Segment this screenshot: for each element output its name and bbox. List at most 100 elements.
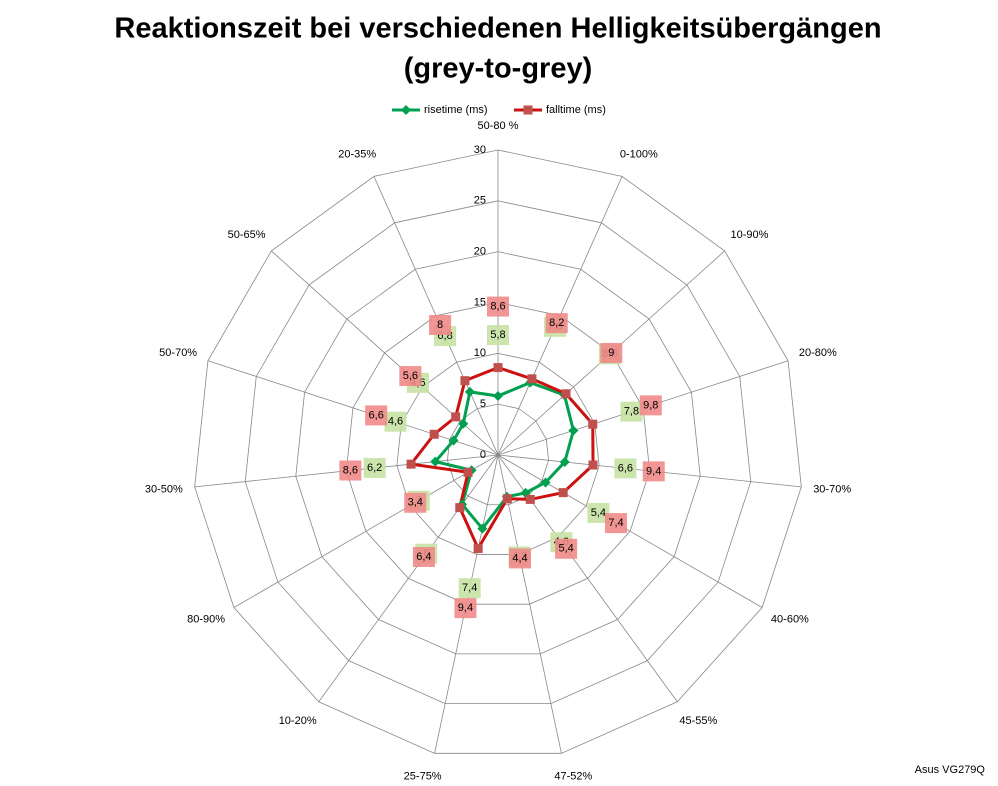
r-tick-label: 0 bbox=[480, 449, 486, 461]
category-label: 47-52% bbox=[554, 771, 592, 783]
data-label: 5,4 bbox=[558, 543, 573, 555]
label-bg bbox=[384, 411, 407, 432]
spoke bbox=[497, 454, 763, 608]
marker bbox=[448, 435, 459, 446]
label-bg bbox=[587, 502, 610, 523]
data-label: 4,4 bbox=[512, 552, 527, 564]
data-label: 7,8 bbox=[624, 406, 639, 418]
category-label: 40-60% bbox=[771, 613, 809, 625]
spoke bbox=[318, 454, 499, 702]
marker bbox=[464, 386, 475, 397]
marker bbox=[558, 488, 568, 498]
marker bbox=[561, 389, 571, 399]
spoke bbox=[271, 250, 499, 456]
grid-line bbox=[447, 403, 549, 506]
marker bbox=[525, 494, 535, 504]
data-label: 6,6 bbox=[618, 462, 633, 474]
data-label: 4,6 bbox=[388, 416, 403, 428]
category-label: 50-65% bbox=[228, 229, 266, 241]
label-bg bbox=[487, 296, 509, 317]
marker bbox=[493, 363, 503, 373]
label-bg bbox=[339, 460, 362, 481]
label-bg bbox=[458, 578, 481, 599]
label-bg bbox=[404, 492, 427, 513]
r-tick-label: 5 bbox=[480, 398, 486, 410]
label-bg bbox=[639, 395, 662, 416]
legend-label: risetime (ms) bbox=[424, 104, 488, 116]
label-bg bbox=[614, 458, 637, 479]
spoke bbox=[233, 454, 499, 608]
marker bbox=[540, 477, 551, 488]
r-tick-label: 20 bbox=[474, 246, 486, 258]
data-label: 5,6 bbox=[403, 370, 418, 382]
legend-label: falltime (ms) bbox=[546, 104, 606, 116]
category-label: 30-70% bbox=[813, 483, 851, 495]
data-label: 9 bbox=[608, 347, 614, 359]
marker bbox=[473, 543, 483, 553]
marker bbox=[568, 425, 579, 436]
category-label: 80-90% bbox=[187, 613, 225, 625]
label-bg bbox=[363, 457, 386, 478]
r-tick-label: 15 bbox=[474, 296, 486, 308]
data-label: 7,4 bbox=[462, 582, 477, 594]
grid-line bbox=[244, 200, 752, 705]
label-bg bbox=[487, 325, 509, 346]
marker bbox=[458, 418, 469, 429]
annotation: Asus VG279Q bbox=[915, 764, 986, 776]
series-line bbox=[432, 380, 575, 531]
marker bbox=[588, 460, 598, 470]
data-label: 6,2 bbox=[367, 462, 382, 474]
category-label: 50-80 % bbox=[478, 120, 519, 132]
marker bbox=[460, 376, 470, 386]
marker bbox=[451, 412, 461, 422]
marker bbox=[588, 419, 598, 429]
data-label: 8,6 bbox=[490, 300, 505, 312]
category-label: 0-100% bbox=[620, 148, 658, 160]
data-label: 9,8 bbox=[643, 399, 658, 411]
grid-line bbox=[295, 251, 701, 655]
r-tick-label: 30 bbox=[474, 144, 486, 156]
marker bbox=[430, 456, 441, 467]
marker bbox=[493, 391, 503, 402]
data-label: 8,6 bbox=[343, 464, 358, 476]
label-bg bbox=[555, 538, 578, 559]
data-label: 5,4 bbox=[591, 507, 606, 519]
data-label: 3,4 bbox=[408, 497, 423, 509]
chart-title: Reaktionszeit bei verschiedenen Helligke… bbox=[114, 13, 881, 45]
category-label: 10-20% bbox=[279, 715, 317, 727]
marker bbox=[527, 374, 537, 384]
label-bg bbox=[545, 313, 568, 334]
data-label: 6,4 bbox=[416, 551, 431, 563]
data-label: 9,4 bbox=[458, 602, 473, 614]
label-bg bbox=[412, 546, 435, 567]
legend-marker bbox=[523, 105, 533, 115]
data-label: 9,4 bbox=[646, 465, 661, 477]
grid-line bbox=[194, 149, 802, 754]
marker bbox=[477, 523, 488, 534]
spoke bbox=[497, 454, 562, 754]
data-label: 6,6 bbox=[369, 409, 384, 421]
marker bbox=[559, 457, 570, 468]
label-bg bbox=[508, 548, 531, 569]
label-bg bbox=[620, 401, 643, 422]
marker bbox=[406, 459, 416, 469]
chart-title: (grey-to-grey) bbox=[404, 53, 593, 85]
spoke bbox=[207, 360, 499, 456]
label-bg bbox=[365, 405, 388, 426]
marker bbox=[455, 503, 465, 513]
data-label: 8,2 bbox=[549, 317, 564, 329]
legend-marker bbox=[401, 105, 411, 115]
r-tick-label: 10 bbox=[474, 347, 486, 359]
category-label: 20-35% bbox=[338, 148, 376, 160]
grid-line bbox=[345, 302, 651, 605]
label-bg bbox=[454, 598, 477, 619]
series-line bbox=[408, 365, 595, 552]
data-label: 8 bbox=[437, 319, 443, 331]
marker bbox=[463, 467, 473, 477]
r-tick-label: 25 bbox=[474, 195, 486, 207]
category-label: 25-75% bbox=[404, 771, 442, 783]
label-bg bbox=[600, 342, 623, 363]
category-label: 20-80% bbox=[799, 347, 837, 359]
category-label: 45-55% bbox=[679, 715, 717, 727]
